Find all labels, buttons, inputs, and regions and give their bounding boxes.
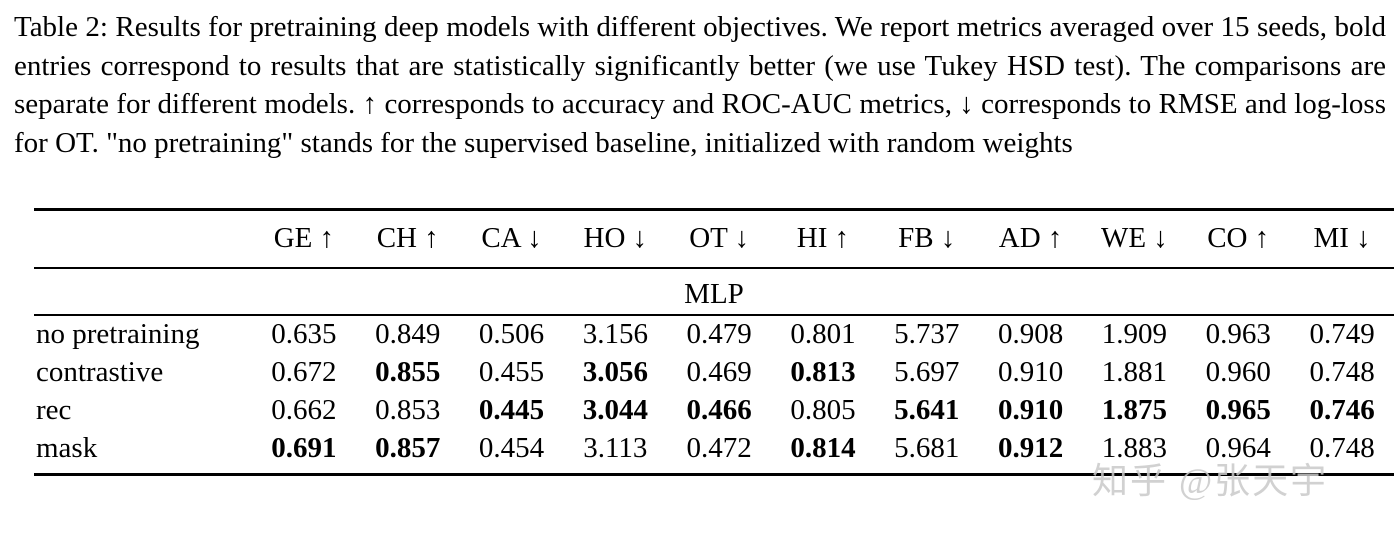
value-cell: 3.056: [582, 356, 648, 388]
row-label: rec: [36, 394, 72, 426]
value-cell: 5.681: [874, 429, 979, 476]
value-cell: 0.479: [686, 318, 752, 350]
value-cell: 0.454: [459, 429, 564, 476]
results-table: GE ↑ CH ↑ CA ↓ HO ↓ OT ↓ HI ↑ FB ↓ AD ↑ WE ↓ CO ↑…: [34, 208, 1394, 476]
value-cell: 0.748: [1290, 429, 1394, 476]
value-cell: 0.849: [375, 318, 441, 350]
value-cell: 1.875: [1101, 394, 1168, 426]
value-cell: 0.801: [790, 318, 856, 350]
column-header: CA ↓: [459, 208, 564, 269]
value-cell: 0.749: [1309, 318, 1375, 350]
value-cell: 0.469: [686, 356, 752, 388]
value-cell: 0.805: [790, 394, 856, 426]
row-label: no pretraining: [36, 318, 200, 350]
table-row: contrastive 0.672 0.855 0.455 3.056 0.469 0.81…: [34, 354, 1394, 392]
value-cell: 0.455: [478, 356, 545, 388]
value-cell: 0.814: [771, 429, 875, 476]
value-cell: 1.881: [1101, 356, 1168, 388]
table-row: rec 0.662 0.853 0.445 3.044 0.466 0.805 5.641 0.…: [34, 392, 1394, 430]
value-cell: 0.672: [271, 356, 337, 388]
value-cell: 0.472: [667, 429, 772, 476]
value-cell: 0.466: [686, 394, 752, 426]
section-row: MLP: [34, 268, 1394, 316]
corner-cell: [34, 208, 252, 269]
row-label: contrastive: [36, 356, 164, 388]
column-header: MI ↓: [1290, 208, 1394, 269]
value-cell: 5.641: [894, 394, 960, 426]
value-cell: 0.960: [1205, 356, 1271, 388]
value-cell: 0.912: [978, 429, 1083, 476]
value-cell: 0.855: [375, 356, 441, 388]
value-cell: 0.910: [997, 394, 1064, 426]
value-cell: 0.691: [252, 429, 356, 476]
value-cell: 0.445: [478, 394, 545, 426]
value-cell: 3.044: [582, 394, 648, 426]
value-cell: 3.113: [563, 429, 668, 476]
value-cell: 0.964: [1186, 429, 1291, 476]
value-cell: 0.853: [375, 394, 441, 426]
section-label: MLP: [34, 268, 1394, 316]
value-cell: 0.748: [1309, 356, 1375, 388]
column-header: HI ↑: [771, 208, 875, 269]
row-label: mask: [34, 429, 252, 476]
value-cell: 0.662: [271, 394, 337, 426]
value-cell: 5.737: [894, 318, 960, 350]
value-cell: 0.746: [1309, 394, 1375, 426]
table-row: mask 0.691 0.857 0.454 3.113 0.472 0.814 5.681 0…: [34, 429, 1394, 476]
value-cell: 0.857: [355, 429, 460, 476]
value-cell: 3.156: [582, 318, 648, 350]
value-cell: 1.883: [1082, 429, 1187, 476]
value-cell: 5.697: [894, 356, 960, 388]
column-header: CH ↑: [355, 208, 460, 269]
value-cell: 0.506: [478, 318, 545, 350]
header-row: GE ↑ CH ↑ CA ↓ HO ↓ OT ↓ HI ↑ FB ↓ AD ↑ WE ↓ CO ↑…: [34, 208, 1394, 269]
column-header: OT ↓: [667, 208, 772, 269]
value-cell: 0.635: [271, 318, 337, 350]
column-header: HO ↓: [563, 208, 668, 269]
column-header: GE ↑: [252, 208, 356, 269]
column-header: AD ↑: [978, 208, 1083, 269]
column-header: FB ↓: [874, 208, 979, 269]
table-caption: Table 2: Results for pretraining deep mo…: [14, 11, 1386, 159]
value-cell: 0.910: [997, 356, 1064, 388]
value-cell: 0.908: [997, 318, 1064, 350]
value-cell: 0.813: [790, 356, 856, 388]
value-cell: 0.963: [1205, 318, 1271, 350]
column-header: WE ↓: [1082, 208, 1187, 269]
table-row: no pretraining 0.635 0.849 0.506 3.156 0.479 0…: [34, 315, 1394, 354]
value-cell: 0.965: [1205, 394, 1271, 426]
value-cell: 1.909: [1101, 318, 1168, 350]
column-header: CO ↑: [1186, 208, 1291, 269]
table-body: MLP no pretraining 0.635 0.849 0.506 3.156 0.4…: [34, 268, 1394, 476]
